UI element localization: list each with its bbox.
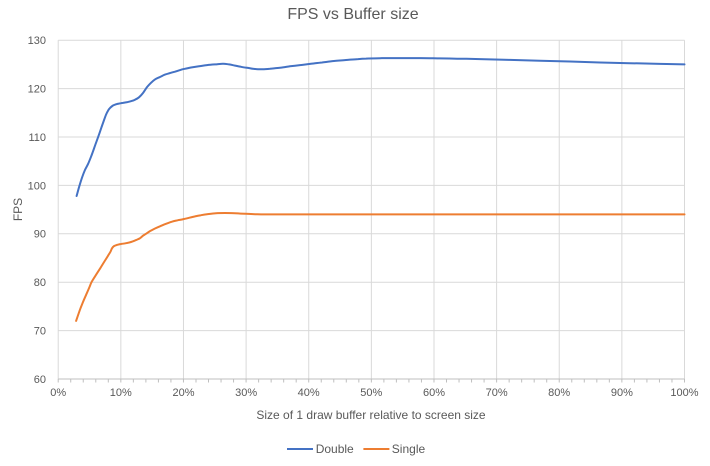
svg-text:70: 70	[34, 326, 46, 338]
svg-text:80%: 80%	[548, 387, 570, 399]
svg-text:70%: 70%	[486, 387, 508, 399]
svg-text:110: 110	[28, 132, 46, 144]
svg-text:30%: 30%	[235, 387, 257, 399]
svg-text:100: 100	[28, 180, 46, 192]
svg-text:120: 120	[28, 84, 46, 96]
svg-text:50%: 50%	[360, 387, 382, 399]
svg-text:60: 60	[34, 374, 46, 386]
svg-text:Double: Double	[316, 442, 354, 456]
svg-text:Single: Single	[392, 442, 426, 456]
svg-text:60%: 60%	[423, 387, 445, 399]
svg-text:90: 90	[34, 229, 46, 241]
svg-text:0%: 0%	[50, 387, 66, 399]
svg-text:20%: 20%	[172, 387, 194, 399]
svg-text:FPS vs Buffer size: FPS vs Buffer size	[287, 6, 418, 23]
svg-text:10%: 10%	[110, 387, 132, 399]
svg-text:130: 130	[28, 35, 46, 47]
svg-text:80: 80	[34, 277, 46, 289]
svg-text:Size of 1 draw buffer relative: Size of 1 draw buffer relative to screen…	[256, 408, 486, 422]
svg-text:FPS: FPS	[11, 198, 25, 221]
svg-text:100%: 100%	[670, 387, 698, 399]
svg-text:40%: 40%	[298, 387, 320, 399]
svg-text:90%: 90%	[611, 387, 633, 399]
